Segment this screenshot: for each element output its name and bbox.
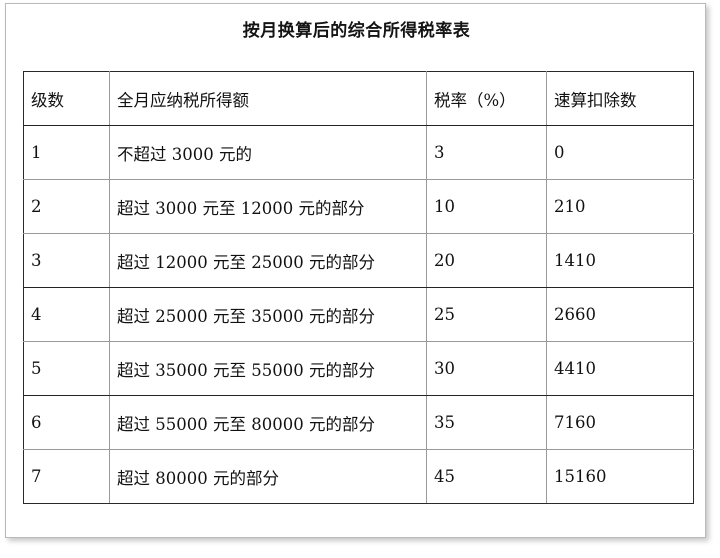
cell-rate: 30 bbox=[426, 341, 547, 396]
cell-bracket: 超过 3000 元至 12000 元的部分 bbox=[109, 179, 427, 234]
cell-level: 5 bbox=[23, 341, 110, 396]
cell-level: 1 bbox=[23, 125, 110, 180]
cell-level: 6 bbox=[23, 395, 110, 450]
cell-deduct: 210 bbox=[546, 179, 694, 234]
cell-rate: 20 bbox=[426, 233, 547, 288]
page-title: 按月换算后的综合所得税率表 bbox=[242, 21, 471, 41]
table-row: 5 超过 35000 元至 55000 元的部分 30 4410 bbox=[23, 341, 694, 396]
cell-deduct: 2660 bbox=[546, 287, 694, 342]
cell-deduct: 1410 bbox=[546, 233, 694, 288]
column-header-rate: 税率（%） bbox=[426, 71, 547, 126]
table-row: 6 超过 55000 元至 80000 元的部分 35 7160 bbox=[23, 395, 694, 450]
table-row: 4 超过 25000 元至 35000 元的部分 25 2660 bbox=[23, 287, 694, 342]
column-header-level: 级数 bbox=[23, 71, 110, 126]
cell-rate: 10 bbox=[426, 179, 547, 234]
cell-bracket: 不超过 3000 元的 bbox=[109, 125, 427, 180]
column-header-deduct: 速算扣除数 bbox=[546, 71, 694, 126]
tax-rate-table: 级数 全月应纳税所得额 税率（%） 速算扣除数 1 不超过 3000 元的 3 … bbox=[23, 71, 694, 504]
cell-bracket: 超过 25000 元至 35000 元的部分 bbox=[109, 287, 427, 342]
table-row: 7 超过 80000 元的部分 45 15160 bbox=[23, 449, 694, 504]
table-row: 1 不超过 3000 元的 3 0 bbox=[23, 125, 694, 180]
cell-bracket: 超过 80000 元的部分 bbox=[109, 449, 427, 504]
cell-level: 7 bbox=[23, 449, 110, 504]
cell-bracket: 超过 35000 元至 55000 元的部分 bbox=[109, 341, 427, 396]
cell-deduct: 7160 bbox=[546, 395, 694, 450]
cell-deduct: 0 bbox=[546, 125, 694, 180]
cell-rate: 45 bbox=[426, 449, 547, 504]
cell-rate: 3 bbox=[426, 125, 547, 180]
cell-rate: 25 bbox=[426, 287, 547, 342]
document-page: 按月换算后的综合所得税率表 级数 全月应纳税所得额 税率（%） 速算扣除数 1 … bbox=[5, 3, 706, 538]
table-row: 2 超过 3000 元至 12000 元的部分 10 210 bbox=[23, 179, 694, 234]
cell-level: 4 bbox=[23, 287, 110, 342]
cell-bracket: 超过 12000 元至 25000 元的部分 bbox=[109, 233, 427, 288]
cell-deduct: 4410 bbox=[546, 341, 694, 396]
table-row: 3 超过 12000 元至 25000 元的部分 20 1410 bbox=[23, 233, 694, 288]
cell-deduct: 15160 bbox=[546, 449, 694, 504]
cell-rate: 35 bbox=[426, 395, 547, 450]
cell-level: 2 bbox=[23, 179, 110, 234]
column-header-bracket: 全月应纳税所得额 bbox=[109, 71, 427, 126]
cell-bracket: 超过 55000 元至 80000 元的部分 bbox=[109, 395, 427, 450]
cell-level: 3 bbox=[23, 233, 110, 288]
table-header-row: 级数 全月应纳税所得额 税率（%） 速算扣除数 bbox=[23, 71, 694, 126]
